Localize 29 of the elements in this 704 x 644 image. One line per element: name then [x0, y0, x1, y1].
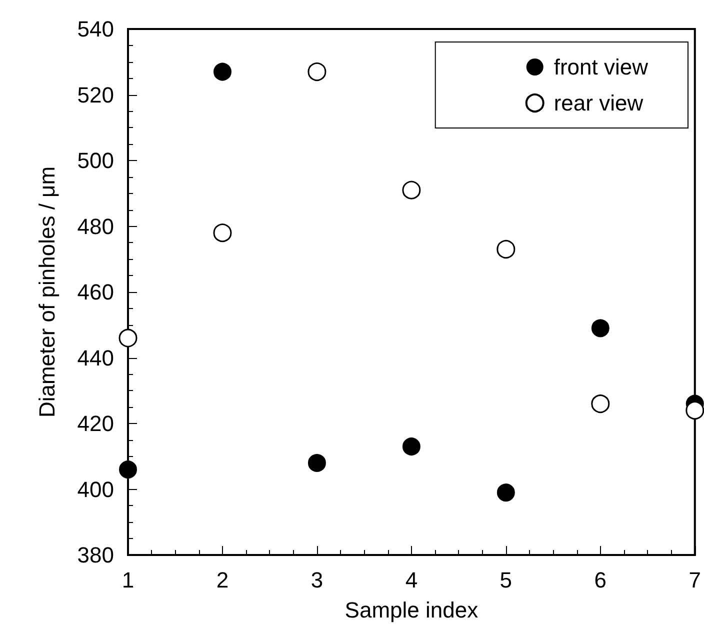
point [686, 401, 704, 420]
point [214, 62, 232, 81]
point [308, 454, 326, 472]
point [496, 484, 515, 502]
legend-label: front view [554, 54, 648, 80]
x-tick-label: 2 [216, 568, 229, 592]
x-tick-label: 6 [594, 568, 607, 592]
x-tick-label: 1 [122, 568, 134, 592]
y-tick-label: 380 [77, 542, 114, 568]
legend-label: rear view [554, 90, 644, 116]
y-tick-label: 400 [77, 476, 114, 502]
point [119, 460, 137, 479]
y-tick-label: 520 [77, 82, 114, 108]
x-tick-label: 3 [310, 568, 324, 592]
y-tick-label: 460 [77, 280, 114, 304]
x-tick-label: 5 [500, 568, 512, 592]
x-tick-label: 4 [405, 568, 418, 592]
point [118, 328, 138, 348]
point [591, 319, 610, 338]
y-tick-label: 440 [77, 345, 114, 370]
y-axis-title: Diameter of pinholes / μm [34, 166, 60, 418]
y-tick-label: 540 [77, 16, 114, 42]
point [402, 438, 420, 456]
y-tick-label: 420 [77, 411, 114, 436]
y-tick-label: 480 [77, 214, 114, 239]
x-tick-label: 7 [688, 568, 702, 592]
point [591, 394, 610, 414]
y-tick-label: 500 [77, 148, 114, 173]
x-axis-title: Sample index [344, 598, 478, 622]
